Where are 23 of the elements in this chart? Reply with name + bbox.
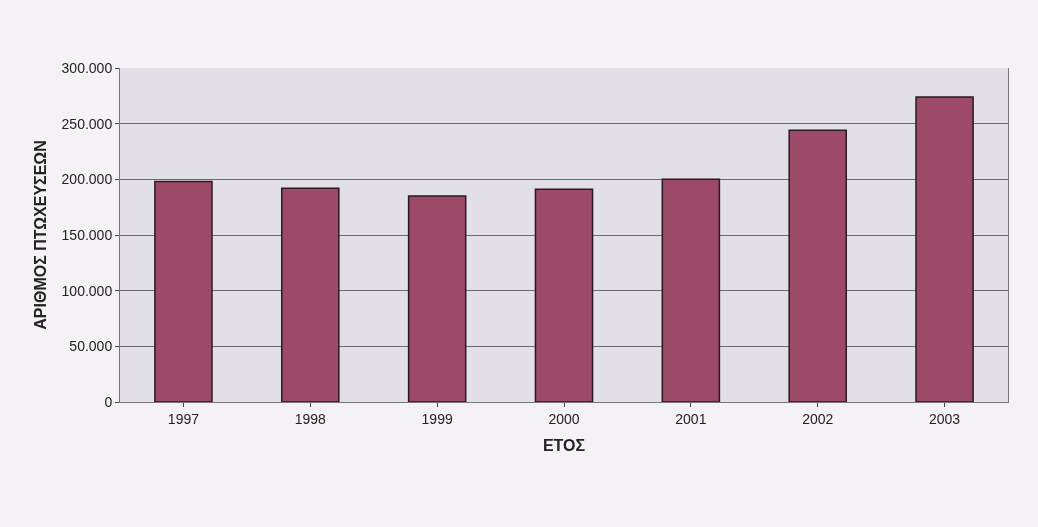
bar	[788, 129, 848, 402]
x-tick-label: 2002	[802, 410, 834, 427]
y-tick-label: 100.000	[61, 282, 113, 299]
y-tick-label: 300.000	[61, 59, 113, 76]
bar	[915, 96, 974, 402]
y-tick-label: 150.000	[61, 226, 113, 243]
x-axis-title: ΕΤΟΣ	[542, 437, 586, 455]
y-tick-label: 200.000	[61, 171, 113, 188]
bar	[407, 195, 467, 402]
y-tick-label: 0	[104, 393, 113, 410]
bar	[534, 188, 594, 402]
x-tick-label: 2001	[675, 410, 707, 427]
x-tick-label: 2000	[548, 410, 580, 427]
y-tick-label: 250.000	[61, 115, 113, 132]
x-tick-label: 1997	[167, 410, 200, 427]
x-tick-label: 1998	[294, 410, 327, 427]
bar	[154, 180, 213, 402]
x-tick-label: 1999	[421, 410, 453, 427]
y-axis-title: ΑΡΙΘΜΟΣ ΠΤΩΧΕΥΣΕΩΝ	[32, 140, 50, 330]
y-tick-label: 50.000	[69, 338, 113, 355]
bar	[661, 178, 721, 402]
x-tick-label: 2003	[928, 410, 961, 427]
bar	[280, 187, 340, 402]
